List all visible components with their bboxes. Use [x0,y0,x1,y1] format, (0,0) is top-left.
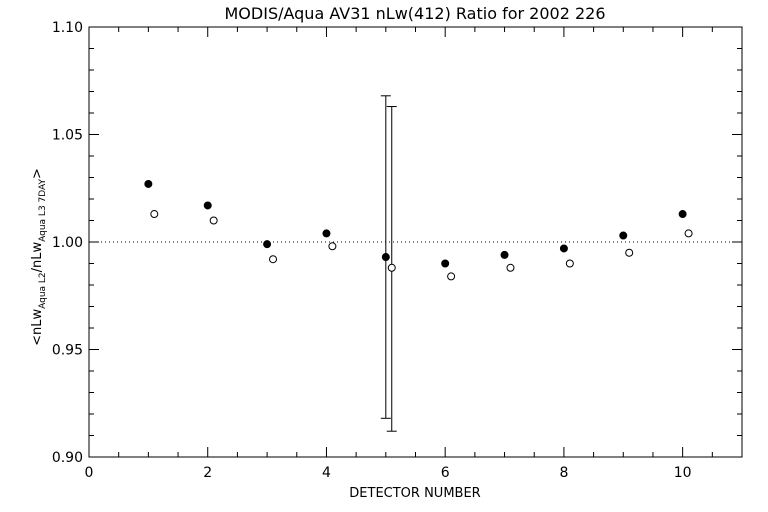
x-tick-label: 2 [203,465,212,481]
y-axis-label: <nLwAqua L2/nLwAqua L3 7DAY> [30,168,48,346]
filled-point [203,201,212,210]
open-point [328,242,337,251]
filled-point [144,179,153,188]
filled-point [381,253,390,262]
filled-point [322,229,331,238]
y-tick-label: 1.05 [52,128,83,144]
y-axis: 0.90 0.95 1.00 1.05 1.10 [52,20,742,466]
chart-title: MODIS/Aqua AV31 nLw(412) Ratio for 2002 … [225,4,606,23]
filled-point [500,250,509,259]
filled-point [441,259,450,268]
open-point [447,272,456,281]
open-point [209,216,218,225]
y-axis-label-mid: /nLw [30,241,45,272]
x-tick-label: 8 [559,465,568,481]
y-tick-label: 1.10 [52,20,83,36]
x-tick-label: 0 [85,465,94,481]
y-axis-label-prefix: <nLw [30,309,45,346]
y-axis-label-suffix: > [30,168,45,179]
filled-point [263,240,272,249]
y-tick-label: 0.90 [52,450,83,466]
data-points [144,179,693,281]
y-tick-label: 1.00 [52,235,83,251]
open-point [625,248,634,257]
error-bars [380,95,397,432]
x-axis: 0 2 4 6 8 10 [85,27,743,481]
x-tick-label: 10 [674,465,692,481]
x-axis-label: DETECTOR NUMBER [349,486,480,501]
filled-point [559,244,568,253]
x-tick-label: 6 [441,465,450,481]
open-point [565,259,574,268]
filled-point [619,231,628,240]
y-axis-label-sub1: Aqua L2 [38,272,48,309]
y-axis-label-sub2: Aqua L3 7DAY [38,179,48,242]
open-point [387,263,396,272]
open-point [150,210,159,219]
open-point [684,229,693,238]
y-tick-label: 0.95 [52,343,83,359]
filled-point [678,210,687,219]
x-tick-label: 4 [322,465,331,481]
open-point [269,255,278,264]
plot-frame [88,26,743,458]
open-point [506,263,515,272]
